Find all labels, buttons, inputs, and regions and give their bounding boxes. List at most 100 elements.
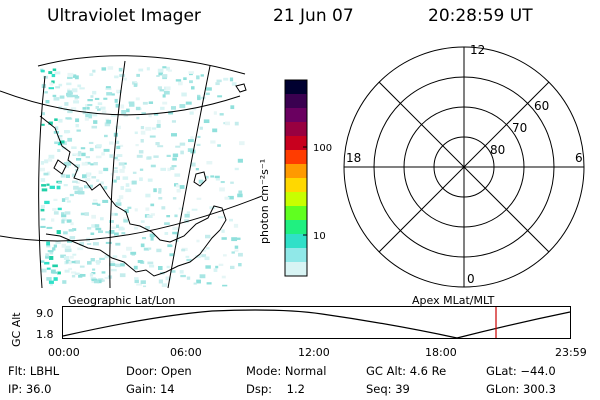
emission-pixel	[44, 91, 48, 94]
emission-pixel	[162, 66, 167, 69]
emission-pixel	[71, 260, 76, 264]
emission-pixel	[167, 167, 171, 172]
emission-pixel	[46, 183, 50, 186]
colorbar-swatch	[285, 234, 307, 249]
emission-pixel	[68, 267, 73, 271]
colorbar-swatch	[285, 178, 307, 193]
emission-pixel	[69, 236, 76, 240]
emission-pixel	[212, 128, 218, 133]
emission-pixel	[103, 167, 109, 172]
emission-pixel	[120, 263, 125, 267]
emission-pixel	[86, 243, 92, 246]
emission-pixel	[85, 104, 89, 108]
emission-pixel	[183, 77, 187, 81]
emission-pixel	[40, 167, 45, 172]
emission-pixel	[71, 173, 76, 177]
emission-pixel	[47, 250, 54, 253]
glat-info: GLat: −44.0	[486, 364, 556, 378]
emission-pixel	[118, 67, 123, 72]
emission-pixel	[124, 209, 129, 214]
emission-pixel	[217, 144, 221, 147]
emission-pixel	[144, 226, 150, 230]
emission-pixel	[197, 96, 201, 101]
emission-pixel	[230, 265, 235, 270]
emission-pixel	[45, 253, 49, 257]
emission-pixel	[76, 129, 81, 132]
emission-pixel	[206, 161, 213, 165]
emission-pixel	[206, 87, 212, 91]
emission-pixel	[64, 102, 69, 106]
emission-pixel	[186, 211, 190, 214]
polar-diagonal	[378, 81, 550, 253]
emission-pixel	[105, 231, 110, 234]
emission-pixel	[97, 279, 102, 284]
emission-pixel	[120, 104, 125, 109]
emission-pixel	[47, 171, 51, 176]
emission-pixel	[147, 247, 152, 250]
emission-pixel	[146, 214, 153, 219]
emission-pixel	[157, 119, 161, 124]
emission-pixel	[133, 265, 138, 270]
emission-pixel	[150, 236, 154, 241]
emission-pixel	[143, 285, 147, 288]
emission-pixel	[98, 279, 105, 282]
meridian-line	[109, 60, 126, 289]
emission-pixel	[116, 145, 121, 150]
emission-pixel	[127, 206, 132, 209]
mlat-label: 80	[490, 143, 505, 157]
emission-pixel	[181, 92, 187, 97]
emission-pixel	[191, 86, 195, 90]
emission-pixel	[230, 181, 234, 184]
emission-pixel	[91, 224, 97, 228]
emission-pixel	[109, 220, 114, 223]
emission-pixel	[191, 108, 197, 111]
emission-pixel	[149, 233, 155, 238]
emission-pixel	[215, 178, 220, 181]
emission-pixel	[104, 254, 110, 259]
emission-pixel	[196, 75, 200, 80]
emission-pixel	[138, 150, 144, 154]
altitude-axis-label: GC Alt	[10, 312, 23, 347]
emission-pixel	[101, 271, 106, 274]
emission-pixel	[116, 159, 120, 162]
emission-pixel	[163, 90, 170, 95]
coastline	[39, 115, 227, 277]
seq-info: Seq: 39	[366, 382, 410, 396]
emission-pixel	[96, 179, 100, 182]
emission-pixel	[69, 193, 74, 197]
emission-pixel	[156, 248, 162, 253]
emission-pixel	[96, 260, 100, 265]
emission-pixel	[93, 120, 98, 124]
altitude-plot-frame	[62, 306, 571, 339]
filter-info: Flt: LBHL	[8, 364, 60, 378]
emission-pixel	[101, 67, 107, 71]
emission-pixel	[47, 158, 53, 162]
emission-pixel	[119, 273, 126, 278]
emission-pixel	[171, 106, 177, 110]
colorbar-unit-label: photon cm⁻²s⁻¹	[258, 158, 271, 244]
emission-pixel	[119, 168, 125, 173]
emission-pixel	[109, 141, 114, 145]
emission-pixel	[172, 153, 179, 158]
emission-pixel	[238, 252, 243, 257]
emission-pixel	[98, 170, 103, 175]
emission-pixel	[223, 254, 227, 257]
emission-pixel	[136, 283, 142, 286]
emission-pixel	[218, 263, 224, 267]
emission-pixel	[95, 227, 102, 231]
glon-info: GLon: 300.3	[486, 382, 556, 396]
emission-pixel	[53, 244, 57, 248]
emission-pixel	[70, 222, 74, 226]
emission-pixel	[74, 164, 81, 168]
emission-pixel	[56, 185, 61, 190]
emission-pixel	[115, 140, 120, 144]
emission-pixel	[92, 199, 98, 202]
altitude-plot	[62, 306, 571, 339]
time-tick: 00:00	[48, 346, 80, 359]
emission-pixel	[115, 103, 120, 108]
emission-pixel	[90, 232, 95, 235]
emission-pixel	[68, 229, 74, 232]
emission-pixel	[71, 146, 77, 150]
emission-pixel	[61, 243, 66, 248]
emission-pixel	[51, 218, 55, 222]
